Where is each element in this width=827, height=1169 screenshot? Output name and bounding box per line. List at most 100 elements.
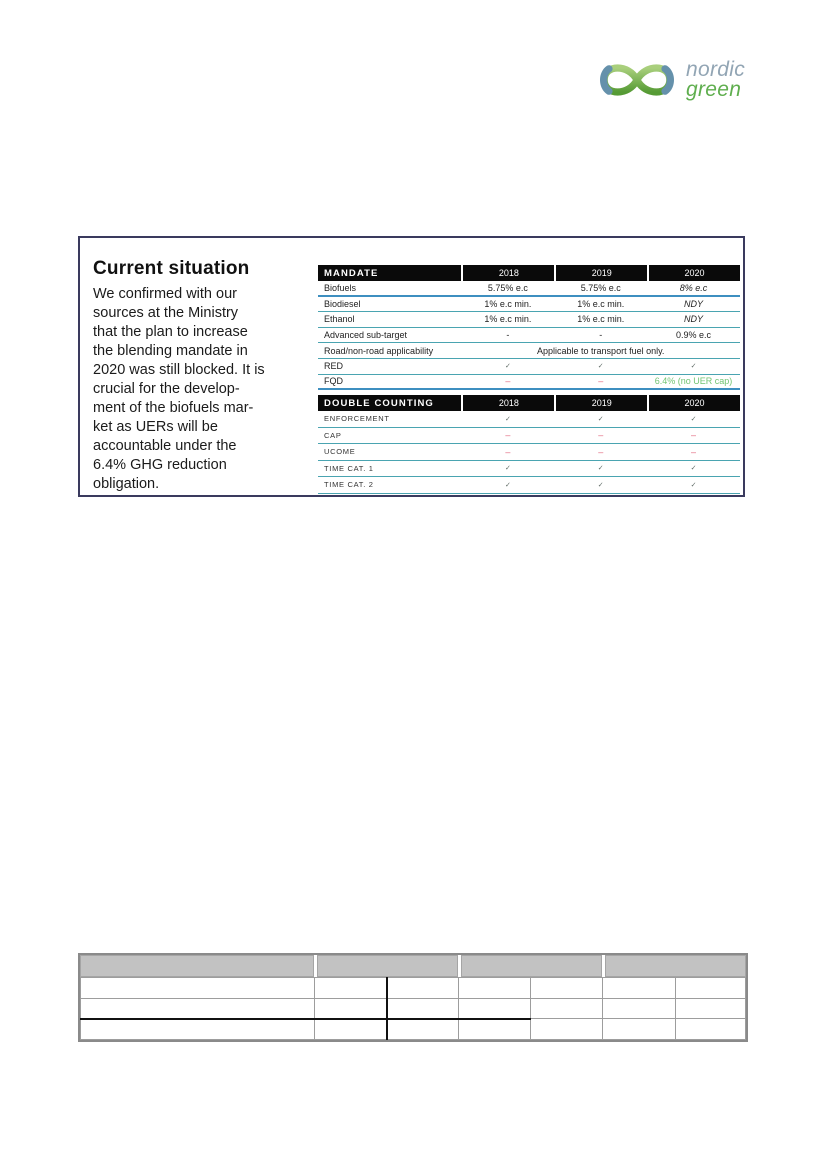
cell-timecat2-2019: ✓ (597, 481, 604, 489)
cell-red-2020: ✓ (690, 363, 697, 371)
cell-timecat2-2018: ✓ (504, 481, 511, 489)
table-row (80, 977, 746, 999)
empty-cell (313, 997, 389, 1019)
row-road-applicability: Road/non-road applicability Applicable t… (318, 343, 740, 359)
cell-timecat1-2019: ✓ (597, 465, 604, 473)
row-biodiesel: Biodiesel 1% e.c min. 1% e.c min. NDY (318, 297, 740, 313)
cell-ucome-2020: – (691, 446, 697, 457)
current-situation-panel: Current situation We confirmed with our … (78, 236, 745, 497)
dc-year-2018: 2018 (461, 395, 555, 412)
double-counting-header-bar: DOUBLE COUNTING 2018 2019 2020 (318, 395, 740, 412)
mandate-header-label: MANDATE (318, 265, 462, 281)
infinity-logo-icon (600, 64, 674, 96)
row-label: CAP (324, 430, 342, 440)
empty-cell (458, 997, 532, 1019)
cell-fqd-2019: – (598, 376, 604, 387)
cell-ucome-2019: – (598, 446, 604, 457)
cell-biofuels-2018: 5.75% e.c (487, 282, 528, 293)
row-enforcement: ENFORCEMENT ✓ ✓ ✓ (318, 411, 740, 428)
empty-cell (458, 1017, 532, 1040)
empty-cell (675, 977, 746, 999)
empty-cell (386, 1017, 460, 1040)
empty-cell (80, 1017, 315, 1040)
empty-cell (530, 1018, 604, 1040)
empty-cell (80, 997, 315, 1019)
empty-bottom-table (78, 953, 748, 1042)
empty-cell (675, 1018, 746, 1040)
cell-advanced-2019: - (599, 330, 603, 341)
empty-header-cell (317, 955, 458, 977)
cell-timecat1-2018: ✓ (504, 465, 511, 473)
row-label: Biodiesel (324, 298, 361, 309)
row-ethanol: Ethanol 1% e.c min. 1% e.c min. NDY (318, 312, 740, 328)
cell-enforcement-2018: ✓ (504, 415, 511, 423)
cell-timecat1-2020: ✓ (690, 465, 697, 473)
dc-year-2019: 2019 (554, 395, 648, 412)
cell-advanced-2018: - (506, 330, 510, 341)
row-cap: CAP – – – (318, 428, 740, 445)
row-label: Road/non-road applicability (324, 345, 434, 356)
cell-ucome-2018: – (505, 446, 511, 457)
dc-year-2020: 2020 (647, 395, 740, 412)
empty-header-cell (605, 955, 746, 977)
panel-text-block: Current situation We confirmed with our … (93, 258, 325, 494)
logo-word-nordic: nordic (686, 58, 745, 81)
empty-cell (602, 1018, 677, 1040)
empty-cell (313, 977, 389, 999)
logo-word-green: green (686, 78, 742, 101)
empty-cell (386, 997, 460, 1019)
cell-biodiesel-2020: NDY (684, 298, 704, 309)
mandate-year-2019: 2019 (554, 265, 648, 281)
panel-body: We confirmed with our sources at the Min… (93, 286, 265, 492)
empty-cell (386, 977, 460, 999)
row-time-cat-1: TIME CAT. 1 ✓ ✓ ✓ (318, 461, 740, 478)
empty-cell (80, 977, 315, 999)
cell-enforcement-2020: ✓ (690, 415, 697, 423)
empty-table-header-row (80, 955, 746, 977)
row-time-cat-2: TIME CAT. 2 ✓ ✓ ✓ (318, 477, 740, 494)
cell-biofuels-2019: 5.75% e.c (580, 282, 621, 293)
cell-ethanol-2019: 1% e.c min. (577, 314, 625, 325)
empty-cell (530, 997, 604, 1019)
empty-cell (602, 977, 677, 999)
mandate-year-2018: 2018 (461, 265, 555, 281)
cell-timecat2-2020: ✓ (690, 481, 697, 489)
empty-cell (530, 977, 604, 999)
row-red: RED ✓ ✓ ✓ (318, 359, 740, 375)
empty-cell (602, 997, 677, 1019)
cell-ethanol-2020: NDY (684, 314, 704, 325)
cell-enforcement-2019: ✓ (597, 415, 604, 423)
row-biofuels: Biofuels 5.75% e.c 5.75% e.c 8% e.c (318, 281, 740, 297)
row-label: TIME CAT. 1 (324, 463, 374, 473)
row-advanced-sub-target: Advanced sub-target - - 0.9% e.c (318, 328, 740, 344)
panel-title: Current situation (93, 258, 250, 279)
cell-red-2019: ✓ (597, 363, 604, 371)
empty-cell (458, 977, 532, 999)
cell-cap-2020: – (691, 430, 697, 441)
cell-ethanol-2018: 1% e.c min. (484, 314, 532, 325)
empty-cell (675, 997, 746, 1019)
cell-cap-2018: – (505, 430, 511, 441)
row-fqd: FQD – – 6.4% (no UER cap) (318, 375, 740, 391)
table-row (80, 1017, 746, 1040)
empty-cell (313, 1017, 389, 1040)
double-counting-header-label: DOUBLE COUNTING (318, 395, 462, 412)
row-label: UCOME (324, 447, 356, 457)
cell-biodiesel-2018: 1% e.c min. (484, 298, 532, 309)
empty-table-body (80, 977, 746, 1040)
row-label: TIME CAT. 2 (324, 480, 374, 490)
row-label: FQD (324, 376, 343, 387)
cell-road-span: Applicable to transport fuel only. (537, 345, 665, 356)
cell-fqd-2020: 6.4% (no UER cap) (654, 376, 733, 387)
cell-cap-2019: – (598, 430, 604, 441)
row-label: Advanced sub-target (324, 330, 408, 341)
cell-red-2018: ✓ (504, 363, 511, 371)
cell-advanced-2020: 0.9% e.c (676, 330, 712, 341)
row-label: Biofuels (324, 282, 357, 293)
empty-header-cell (80, 955, 314, 977)
mandate-year-2020: 2020 (647, 265, 740, 281)
cell-biofuels-2020: 8% e.c (679, 282, 708, 293)
row-label: RED (324, 361, 344, 372)
logo-wordmark: nordic green (686, 58, 745, 101)
